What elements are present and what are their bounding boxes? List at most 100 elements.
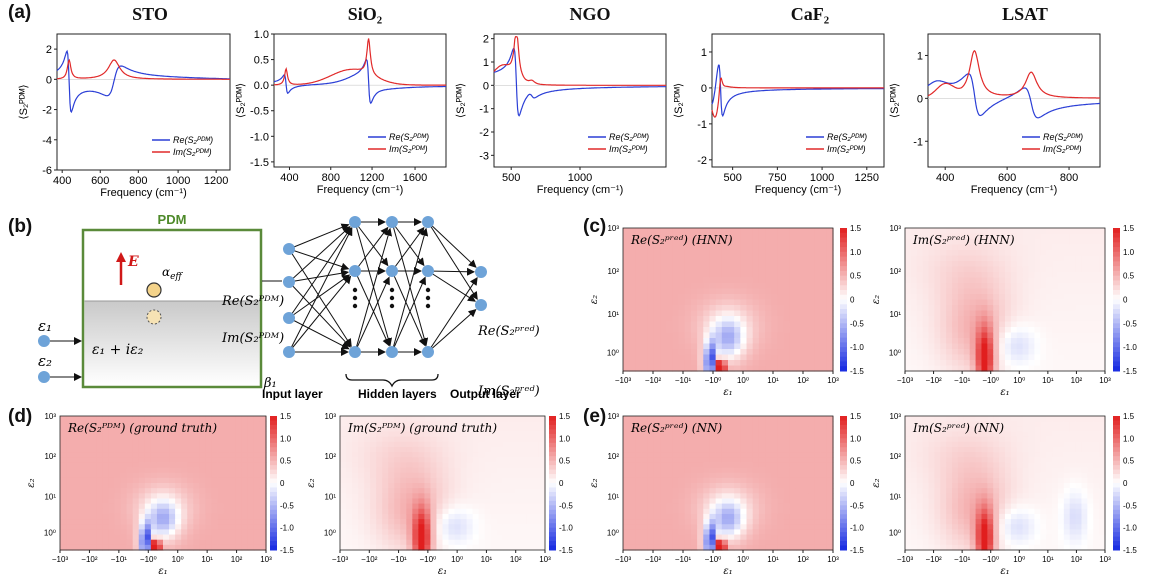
heatmap-x-tick: 10⁰: [172, 555, 184, 564]
heatmap-x-tick: −10³: [52, 555, 69, 564]
x-tick-label: 800: [322, 172, 340, 184]
heatmap-x-tick: 10²: [1071, 555, 1083, 564]
y-tick-label: -3: [479, 150, 489, 162]
heatmap-label: Im(S₂ᴾᴰᴹ) (ground truth): [347, 421, 497, 435]
ellipsis-dot: [389, 295, 395, 301]
input-layer-label: Input layer: [262, 387, 323, 400]
colorbar-tick: -0.5: [1123, 501, 1137, 510]
hidden-node: [386, 346, 398, 358]
heatmap-x-tick: 10²: [797, 376, 809, 385]
neural-network: [283, 216, 487, 358]
ellipsis-dot: [425, 303, 431, 309]
heatmap-y-label: ε₂: [871, 295, 882, 304]
heatmap-x-tick: −10³: [897, 376, 914, 385]
colorbar-tick: -1.5: [559, 546, 573, 555]
x-axis-label: Frequency (cm⁻¹): [971, 184, 1058, 196]
legend-im: Im(S₂ᴾᴰᴹ): [389, 144, 428, 154]
heatmap-x-tick: −10³: [615, 376, 632, 385]
y-tick-label: 2: [46, 44, 52, 56]
heatmap-x-tick: 10³: [827, 555, 839, 564]
x-tick-label: 750: [768, 172, 786, 184]
colorbar: 1.5 1.0 0.5 0 -0.5 -1.0 -1.5: [840, 412, 864, 555]
heatmap-frame: [622, 227, 834, 372]
connection: [288, 275, 352, 353]
y-tick-label: 1.0: [254, 29, 269, 41]
y-axis-label: ⟨S₂ᴾᴰᴹ⟩: [455, 83, 467, 118]
x-tick-label: 1000: [166, 175, 190, 187]
y-tick-label: -2: [479, 127, 489, 139]
heatmap-y-tick: 10³: [889, 412, 901, 421]
legend-re: Re(S₂ᴾᴰᴹ): [827, 132, 867, 142]
colorbar-tick: -1.0: [1123, 343, 1137, 352]
heatmap-e-im: Im(S₂ᵖʳᵉᵈ) (NN) −10³ −10² −10¹ −10⁰ 10⁰ 10¹ 10²…: [871, 412, 1137, 577]
heatmap-x-tick: 10¹: [1042, 555, 1054, 564]
colorbar: 1.5 1.0 0.5 0 -0.5 -1.0 -1.5: [840, 224, 864, 376]
colorbar-tick: 1.5: [850, 412, 862, 421]
heatmap-x-tick: 10⁰: [737, 555, 749, 564]
colorbar-tick: 1.5: [1123, 224, 1135, 233]
hidden-brace: [345, 373, 439, 388]
heatmap-x-tick: −10⁰: [705, 376, 722, 385]
x-tick-label: 500: [502, 172, 520, 184]
spectrum-subplot-1: 1.0 0.5 0.0 -0.5 -1.0 -1.5 400 800 1200 1600Frequ…: [235, 29, 447, 196]
eps1-label: ε₁: [38, 317, 52, 335]
colorbar-tick: -0.5: [1123, 319, 1137, 328]
colorbar-tick: 1.0: [1123, 248, 1135, 257]
output-layer-label: Output layer: [450, 387, 521, 400]
field-label: E: [127, 254, 139, 270]
legend-re: Re(S₂ᴾᴰᴹ): [609, 132, 649, 142]
y-axis-label: ⟨S₂ᴾᴰᴹ⟩: [18, 84, 30, 119]
y-tick-label: -1: [479, 104, 489, 116]
x-axis-label: Frequency (cm⁻¹): [317, 184, 404, 196]
y-tick-label: 0: [483, 80, 489, 92]
x-tick-label: 1200: [360, 172, 384, 184]
input-im: Im(S₂ᴾᴰᴹ): [221, 331, 284, 346]
hidden-node: [386, 216, 398, 228]
colorbar-tick: 0: [850, 296, 855, 305]
colorbar-tick: 0.5: [559, 457, 571, 466]
heatmap-x-tick: −10²: [81, 555, 98, 564]
colorbar-tick: 0: [559, 479, 564, 488]
heatmap-y-tick: 10⁰: [607, 529, 619, 538]
heatmap-x-tick: −10³: [615, 555, 632, 564]
x-tick-label: 500: [723, 172, 741, 184]
hidden-node: [386, 265, 398, 277]
colorbar-tick: 0: [1123, 296, 1128, 305]
heatmap-x-tick: −10¹: [675, 555, 692, 564]
input-node: [283, 346, 295, 358]
legend-im: Im(S₂ᴾᴰᴹ): [609, 144, 648, 154]
colorbar: 1.5 1.0 0.5 0 -0.5 -1.0 -1.5: [1113, 412, 1137, 555]
heatmap-x-tick: −10³: [897, 555, 914, 564]
heatmap-x-label: ε₁: [438, 566, 447, 577]
colorbar-tick: 0.5: [850, 457, 862, 466]
colorbar: 1.5 1.0 0.5 0 -0.5 -1.0 -1.5: [1113, 224, 1137, 376]
y-axis-label: ⟨S₂ᴾᴰᴹ⟩: [235, 83, 247, 118]
x-tick-label: 1600: [403, 172, 427, 184]
x-tick-label: 800: [1060, 172, 1078, 184]
connection: [391, 221, 425, 267]
heatmap-y-label: ε₂: [589, 295, 600, 304]
colorbar-tick: -1.0: [850, 524, 864, 533]
heatmap-x-tick: 10¹: [767, 376, 779, 385]
y-tick-label: -4: [42, 135, 52, 147]
colorbar-tick: -1.5: [850, 367, 864, 376]
heatmap-x-tick: 10¹: [481, 555, 493, 564]
output-re: Re(S₂ᵖʳᵉᵈ): [477, 324, 540, 339]
heatmap-e-re: Re(S₂ᵖʳᵉᵈ) (NN) −10³ −10² −10¹ −10⁰ 10⁰ 10¹ 10²…: [589, 412, 864, 577]
connection: [288, 227, 353, 353]
y-tick-label: -6: [42, 165, 52, 177]
y-tick-label: 0.0: [254, 80, 269, 92]
connection: [391, 276, 426, 353]
input-node: [283, 276, 295, 288]
heatmap-x-tick: 10³: [539, 555, 551, 564]
y-tick-label: -1: [913, 136, 923, 148]
x-tick-label: 1000: [568, 172, 592, 184]
connection: [391, 226, 425, 272]
heatmap-c-im: Im(S₂ᵖʳᵉᵈ) (HNN) −10³ −10² −10¹ −10⁰ 10⁰ 10¹ 10…: [871, 224, 1137, 398]
legend-im: Im(S₂ᴾᴰᴹ): [173, 147, 212, 157]
heatmap-y-tick: 10⁰: [607, 348, 619, 357]
hidden-layers-label: Hidden layers: [358, 387, 437, 400]
